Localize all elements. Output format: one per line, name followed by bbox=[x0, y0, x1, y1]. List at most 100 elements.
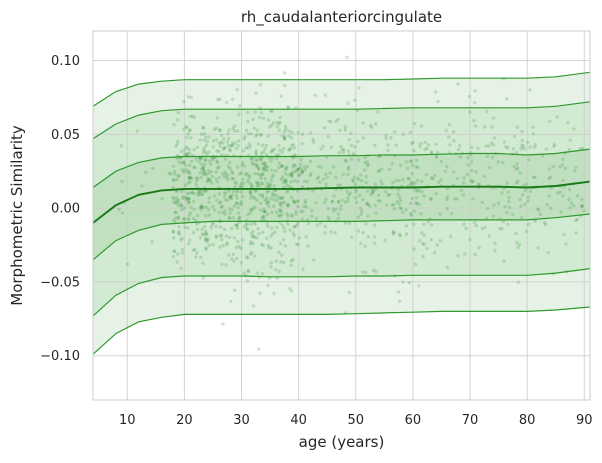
scatter-point bbox=[490, 141, 494, 145]
scatter-point bbox=[233, 141, 237, 145]
scatter-point bbox=[203, 162, 207, 166]
scatter-point bbox=[239, 202, 244, 206]
scatter-point bbox=[278, 208, 282, 212]
scatter-point bbox=[298, 162, 303, 166]
grid-lines bbox=[93, 31, 590, 400]
scatter-point bbox=[204, 172, 208, 177]
scatter-point bbox=[274, 259, 278, 263]
scatter-point bbox=[219, 233, 223, 237]
scatter-point bbox=[561, 157, 565, 161]
scatter-point bbox=[303, 201, 307, 205]
scatter-point bbox=[464, 226, 468, 231]
scatter-point bbox=[561, 194, 565, 198]
scatter-point bbox=[452, 170, 456, 174]
scatter-point bbox=[272, 204, 276, 208]
scatter-point bbox=[200, 232, 204, 236]
scatter-point bbox=[476, 182, 480, 186]
scatter-point bbox=[280, 175, 285, 179]
scatter-point bbox=[543, 222, 548, 227]
scatter-point bbox=[260, 143, 264, 147]
scatter-point bbox=[394, 178, 398, 183]
scatter-point bbox=[368, 204, 372, 209]
scatter-point bbox=[347, 290, 352, 295]
scatter-point bbox=[265, 181, 270, 185]
scatter-point bbox=[356, 229, 360, 233]
scatter-point bbox=[211, 205, 215, 209]
scatter-point bbox=[355, 200, 359, 205]
scatter-point bbox=[376, 169, 381, 173]
scatter-point bbox=[270, 191, 275, 195]
scatter-point bbox=[296, 131, 300, 135]
scatter-point bbox=[300, 141, 304, 146]
scatter-point bbox=[258, 208, 263, 212]
scatter-point bbox=[404, 232, 409, 236]
scatter-point bbox=[250, 160, 254, 165]
centile-lines bbox=[92, 71, 591, 355]
scatter-point bbox=[223, 170, 227, 174]
scatter-point bbox=[210, 222, 214, 227]
scatter-point bbox=[221, 322, 225, 326]
scatter-point bbox=[180, 236, 184, 240]
scatter-point bbox=[296, 221, 300, 225]
scatter-point bbox=[319, 147, 323, 151]
scatter-point bbox=[256, 180, 260, 184]
scatter-point bbox=[283, 137, 287, 141]
scatter-point bbox=[255, 163, 260, 168]
scatter-point bbox=[395, 200, 399, 204]
scatter-point bbox=[417, 202, 421, 206]
scatter-point bbox=[360, 209, 364, 213]
scatter-point bbox=[249, 193, 253, 197]
scatter-point bbox=[567, 147, 572, 152]
scatter-point bbox=[188, 151, 192, 155]
scatter-point bbox=[261, 172, 265, 176]
scatter-point bbox=[282, 136, 287, 140]
scatter-point bbox=[294, 242, 299, 247]
scatter-point bbox=[125, 262, 130, 266]
scatter-point bbox=[511, 147, 516, 151]
scatter-point bbox=[354, 188, 358, 192]
scatter-point bbox=[180, 248, 185, 252]
scatter-point bbox=[356, 158, 361, 162]
scatter-point bbox=[394, 143, 398, 147]
scatter-point bbox=[435, 155, 439, 160]
scatter-point bbox=[262, 215, 266, 219]
scatter-point bbox=[365, 202, 369, 207]
scatter-point bbox=[277, 161, 282, 165]
scatter-point bbox=[421, 254, 425, 259]
scatter-point bbox=[249, 190, 253, 194]
scatter-point bbox=[250, 183, 254, 187]
scatter-point bbox=[295, 179, 300, 183]
scatter-point bbox=[423, 140, 427, 145]
scatter-point bbox=[574, 218, 578, 223]
scatter-point bbox=[188, 163, 192, 168]
scatter-point bbox=[179, 238, 183, 242]
scatter-point bbox=[202, 189, 206, 193]
scatter-point bbox=[296, 242, 300, 246]
scatter-point bbox=[206, 168, 211, 173]
scatter-point bbox=[278, 202, 282, 206]
scatter-point bbox=[501, 161, 505, 165]
scatter-point bbox=[532, 175, 536, 179]
scatter-point bbox=[431, 176, 435, 181]
scatter-point bbox=[303, 199, 308, 203]
scatter-point bbox=[397, 299, 402, 303]
scatter-point bbox=[264, 165, 268, 169]
scatter-point bbox=[175, 199, 179, 203]
scatter-point bbox=[267, 204, 271, 208]
scatter-point bbox=[203, 189, 207, 193]
scatter-point bbox=[528, 88, 532, 92]
scatter-point bbox=[572, 203, 576, 208]
scatter-point bbox=[202, 146, 206, 150]
scatter-point bbox=[260, 272, 265, 276]
scatter-point bbox=[269, 246, 273, 250]
scatter-point bbox=[256, 182, 260, 186]
scatter-point bbox=[240, 163, 244, 168]
scatter-point bbox=[392, 207, 397, 211]
scatter-point bbox=[378, 199, 382, 203]
scatter-point bbox=[401, 132, 405, 136]
scatter-point bbox=[201, 167, 205, 171]
scatter-point bbox=[235, 196, 239, 200]
scatter-point bbox=[144, 170, 148, 174]
scatter-point bbox=[171, 200, 176, 204]
scatter-point bbox=[313, 93, 317, 98]
